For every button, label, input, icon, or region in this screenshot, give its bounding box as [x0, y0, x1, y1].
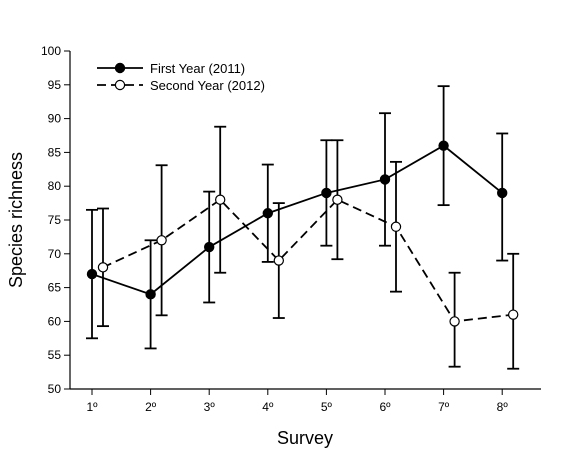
y-tick-label: 85 [48, 145, 62, 159]
x-axis-title: Survey [277, 428, 333, 448]
x-tick-label: 3º [204, 400, 216, 414]
data-point [214, 194, 226, 205]
x-tick-label: 2º [145, 400, 157, 414]
series-layer [86, 85, 520, 370]
series-1 [86, 85, 509, 350]
y-tick-label: 95 [48, 78, 62, 92]
y-tick-label: 50 [48, 382, 62, 396]
y-tick-label: 60 [48, 314, 62, 328]
x-tick-label: 7º [438, 400, 450, 414]
data-point [449, 316, 460, 327]
y-tick-label: 65 [48, 281, 62, 295]
data-point [321, 187, 332, 199]
legend-label: First Year (2011) [150, 61, 245, 76]
data-point [497, 187, 508, 199]
legend: First Year (2011) Second Year (2012) [97, 61, 265, 93]
data-point [390, 221, 402, 232]
data-point [145, 289, 156, 300]
data-point [262, 208, 273, 219]
y-tick-label: 100 [41, 44, 61, 58]
data-point [438, 140, 449, 151]
x-tick-label: 1º [86, 400, 98, 414]
x-tick-label: 8º [497, 400, 509, 414]
data-point [273, 255, 284, 266]
y-tick-label: 80 [48, 179, 62, 193]
data-point [86, 268, 98, 280]
data-point [203, 241, 215, 253]
data-point [379, 174, 391, 185]
series-2 [97, 125, 520, 370]
x-tick-label: 6º [379, 400, 391, 414]
y-ticks: 50 55 60 65 70 75 80 85 90 95 100 [41, 44, 70, 396]
y-tick-label: 55 [48, 348, 62, 362]
axes [69, 51, 541, 390]
data-point [97, 262, 109, 273]
series-line [102, 198, 514, 323]
y-tick-label: 70 [48, 247, 62, 261]
data-point [508, 309, 519, 320]
data-point [332, 194, 343, 205]
x-tick-label: 5º [321, 400, 333, 414]
legend-marker [114, 62, 126, 74]
x-ticks: 1º 2º 3º 4º 5º 6º 7º 8º [86, 389, 508, 414]
series-line [91, 144, 503, 296]
data-point [156, 235, 167, 246]
y-tick-label: 75 [48, 213, 62, 227]
x-tick-label: 4º [262, 400, 274, 414]
legend-marker [114, 79, 126, 91]
y-axis-title: Species richness [6, 152, 26, 288]
legend-label: Second Year (2012) [150, 78, 265, 93]
y-tick-label: 90 [48, 112, 62, 126]
